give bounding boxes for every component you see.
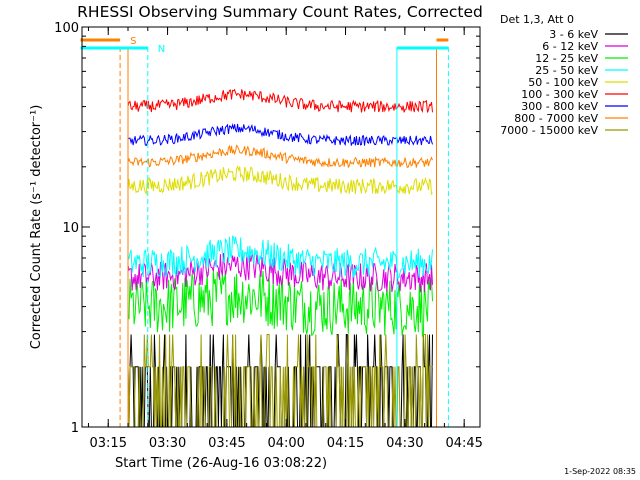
axes: 03:15 03:30 03:45 04:00 04:15 04:30 04:45 1 10 10… (54, 21, 483, 451)
x-tick-label-3: 03:45 (208, 436, 245, 451)
y-tick-label-3: 100 (54, 21, 79, 36)
x-tick-label-2: 03:30 (149, 436, 186, 451)
legend-label-3: 12 - 25 keV (535, 52, 598, 65)
legend-label-8: 800 - 7000 keV (514, 112, 598, 125)
series-line-5 (127, 165, 433, 196)
legend-label-4: 25 - 50 keV (535, 64, 598, 77)
series-line-7 (127, 122, 433, 147)
y-axis-label: Corrected Count Rate (s⁻¹ detector⁻¹) (29, 105, 44, 350)
flag-label-n: N (158, 44, 165, 55)
flag-label-s: S (130, 36, 136, 47)
x-tick-label-1: 03:15 (90, 436, 127, 451)
x-tick-label-4: 04:00 (267, 436, 304, 451)
y-tick-label-2: 10 (62, 221, 79, 236)
series-line-8 (127, 144, 433, 169)
legend-label-2: 6 - 12 keV (542, 40, 598, 53)
series-line-3 (127, 269, 433, 338)
legend-label-1: 3 - 6 keV (549, 28, 598, 41)
x-tick-label-7: 04:45 (445, 436, 482, 451)
legend-label-9: 7000 - 15000 keV (500, 124, 598, 137)
x-tick-label-5: 04:15 (327, 436, 364, 451)
chart-title: RHESSI Observing Summary Count Rates, Co… (77, 3, 483, 21)
generated-timestamp: 1-Sep-2022 08:35 (564, 467, 636, 476)
series-line-2 (127, 252, 433, 293)
legend-title: Det 1,3, Att 0 (500, 13, 574, 26)
x-tick-label-6: 04:30 (386, 436, 423, 451)
x-axis-label: Start Time (26-Aug-16 03:08:22) (115, 456, 327, 471)
y-tick-label-1: 1 (71, 421, 79, 436)
legend-label-7: 300 - 800 keV (521, 100, 598, 113)
series-line-4 (127, 235, 433, 279)
legend-label-6: 100 - 300 keV (521, 88, 598, 101)
legend-label-5: 50 - 100 keV (528, 76, 598, 89)
series-line-6 (127, 88, 433, 114)
plot-marks: SN (80, 36, 449, 428)
